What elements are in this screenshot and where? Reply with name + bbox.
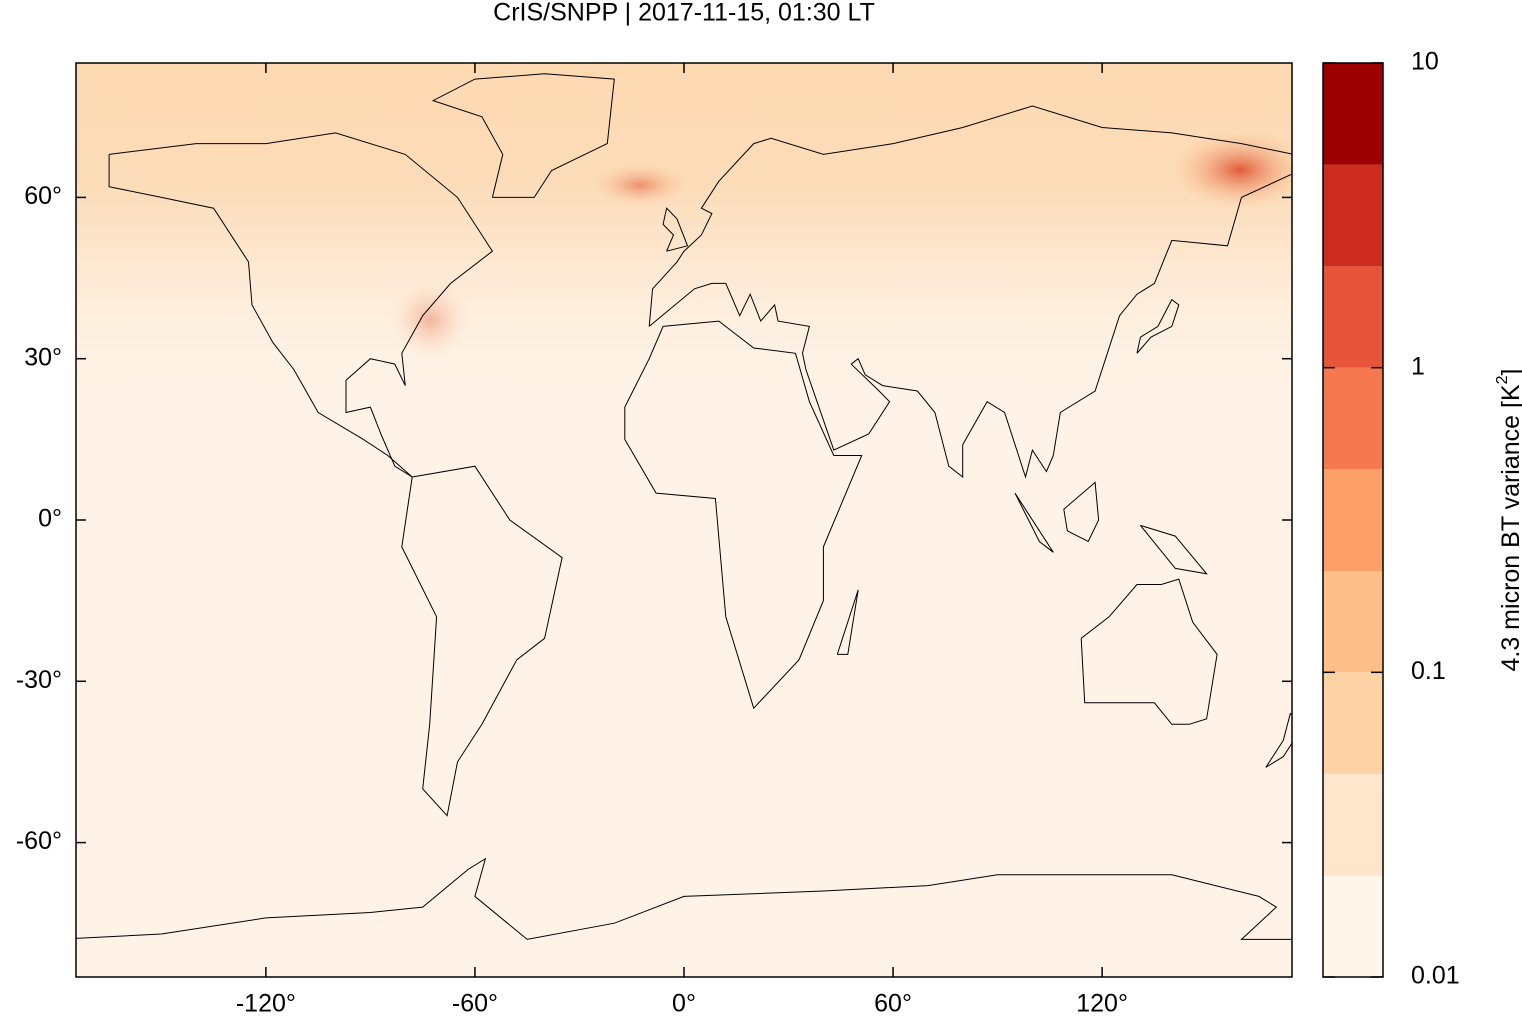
colorbar-band xyxy=(1323,63,1383,165)
x-tick-label: -120° xyxy=(236,990,296,1018)
colorbar-tick-label: 0.01 xyxy=(1411,962,1460,990)
coastline xyxy=(1140,524,1208,575)
y-tick-label: -30° xyxy=(16,666,62,694)
coastline xyxy=(1063,481,1100,543)
y-tick-label: 0° xyxy=(38,505,62,533)
coastline xyxy=(662,207,689,252)
y-tick-label: -60° xyxy=(16,827,62,855)
colorbar-band xyxy=(1323,164,1383,267)
colorbar-tick-label: 1 xyxy=(1411,352,1425,380)
coastlines xyxy=(76,73,1292,940)
colorbar-band xyxy=(1323,875,1383,977)
coastline xyxy=(1265,712,1292,768)
coastline xyxy=(431,73,615,198)
y-tick-label: 60° xyxy=(24,182,62,210)
colorbar-band xyxy=(1323,469,1383,572)
colorbar-label-sup: 2 xyxy=(1494,375,1511,384)
coastline xyxy=(836,589,859,655)
colorbar-label-text: 4.3 micron BT variance [K xyxy=(1497,384,1522,671)
coastline xyxy=(108,132,494,478)
coastline xyxy=(624,320,863,710)
colorbar-label-end: ] xyxy=(1497,368,1522,375)
x-tick-label: 60° xyxy=(874,990,912,1018)
colorbar-frame xyxy=(1322,62,1384,978)
map-background xyxy=(76,63,1292,977)
coastline xyxy=(648,105,1292,479)
colorbar-band xyxy=(1323,367,1383,470)
colorbar-band xyxy=(1323,266,1383,368)
colorbar-tick-label: 10 xyxy=(1411,48,1439,76)
coastline xyxy=(1080,578,1218,725)
colorbar-label: 4.3 micron BT variance [K2] xyxy=(1494,368,1522,671)
coastline xyxy=(1014,492,1054,553)
colorbar-tick-label: 0.1 xyxy=(1411,657,1446,685)
colorbar-band xyxy=(1323,773,1383,876)
colorbar-band xyxy=(1323,571,1383,673)
x-tick-label: 120° xyxy=(1076,990,1128,1018)
coastline xyxy=(1136,298,1180,354)
x-tick-label: 0° xyxy=(672,990,696,1018)
x-tick-label: -60° xyxy=(452,990,498,1018)
y-tick-label: 30° xyxy=(24,343,62,371)
coastline xyxy=(401,465,563,817)
coastline xyxy=(76,857,1292,940)
colorbar-band xyxy=(1323,672,1383,774)
chart-title: CrIS/SNPP | 2017-11-15, 01:30 LT xyxy=(493,0,875,27)
